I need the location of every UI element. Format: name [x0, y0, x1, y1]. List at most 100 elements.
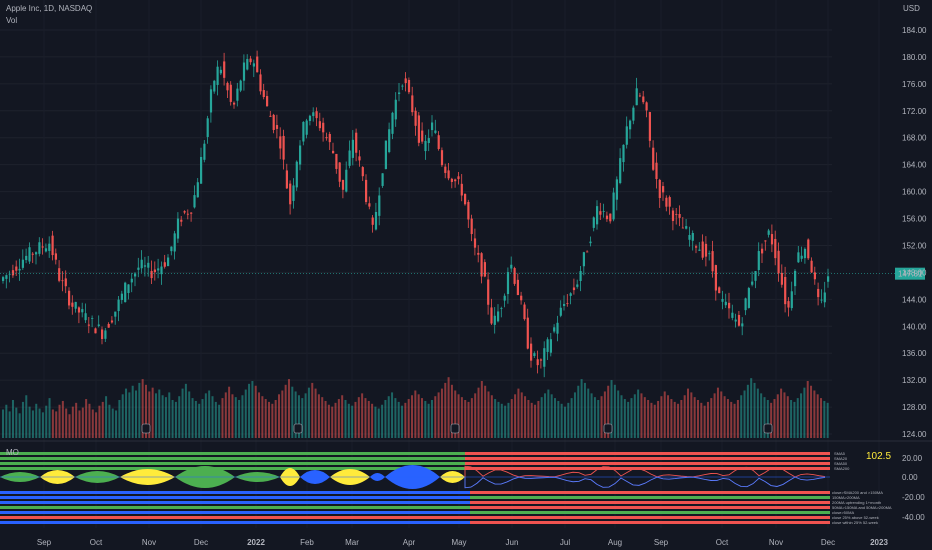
candle-body	[196, 182, 199, 198]
volume-bar	[344, 400, 347, 438]
volume-bar	[135, 390, 138, 438]
ma-row-label-0: SMA5	[834, 451, 846, 456]
candle-body	[140, 259, 143, 269]
volume-bar	[274, 400, 277, 438]
volume-bar	[208, 390, 211, 438]
volume-bar	[713, 393, 716, 438]
candle-body	[516, 279, 519, 296]
condition-row-right	[470, 496, 830, 499]
candle-body	[539, 359, 543, 361]
volume-bar	[48, 398, 51, 438]
condition-row-left	[0, 491, 470, 494]
candle-body	[107, 323, 110, 328]
indicator-tick-0: 20.00	[902, 454, 923, 463]
volume-bar	[763, 397, 766, 438]
volume-bar	[327, 404, 330, 438]
indicator-legend[interactable]: MO	[6, 448, 19, 457]
volume-bar	[480, 381, 483, 438]
volume-bar	[61, 400, 64, 438]
condition-row-left	[0, 501, 470, 504]
volume-bar	[687, 388, 690, 438]
volume-bar	[460, 397, 463, 438]
volume-bar	[690, 392, 693, 438]
candle-body	[566, 303, 569, 304]
volume-bar	[331, 406, 334, 438]
volume-bar	[301, 398, 304, 438]
candle-body	[355, 132, 358, 153]
condition-row-left	[0, 506, 470, 509]
time-axis[interactable]: Sep Oct Nov Dec 2022 Feb Mar Apr May Jun Jul Aug Sep…	[37, 538, 889, 547]
volume-bar	[447, 377, 450, 438]
time-tick-10: Jul	[560, 538, 570, 547]
volume-bar	[111, 408, 114, 438]
volume-bar	[786, 396, 789, 438]
candle-body	[180, 219, 183, 222]
candle-body	[147, 262, 150, 268]
volume-bar	[164, 397, 167, 438]
volume-bar	[194, 400, 197, 438]
volume-bar	[311, 382, 314, 438]
candle-body	[513, 268, 516, 284]
volume-bar	[397, 401, 400, 438]
volume-bar	[683, 395, 686, 438]
candle-body	[645, 102, 648, 111]
candle-body	[322, 122, 325, 133]
price-tick-13: 132.00	[902, 376, 927, 385]
volume-bar	[667, 395, 670, 438]
candle-body	[695, 246, 698, 248]
time-tick-4: 2022	[247, 538, 265, 547]
candle-body	[130, 278, 133, 283]
volume-bar	[234, 397, 237, 438]
candle-body	[77, 307, 81, 313]
volume-bar	[337, 399, 340, 438]
candle-body	[602, 211, 605, 212]
price-tick-11: 140.00	[902, 322, 927, 331]
candle-body	[671, 210, 675, 221]
volume-bar	[693, 397, 696, 438]
candle-body	[493, 315, 496, 325]
volume-bar	[28, 406, 31, 438]
volume-bar	[284, 384, 287, 438]
condition-label-0: close>SMA200 and >150MA	[832, 490, 883, 495]
volume-bar	[341, 395, 344, 438]
volume-bar	[281, 390, 284, 438]
candle-body	[401, 85, 404, 87]
volume-bar	[527, 400, 530, 438]
volume-bar	[105, 396, 108, 438]
candle-body	[173, 233, 176, 252]
volume-bar	[15, 407, 18, 438]
candle-body	[71, 302, 74, 307]
candle-body	[371, 217, 374, 225]
price-tick-3: 172.00	[902, 107, 927, 116]
volume-bar	[500, 403, 503, 438]
volume-bar	[457, 394, 460, 438]
candle-body	[780, 272, 783, 285]
candle-body	[312, 112, 315, 117]
candle-body	[424, 140, 427, 152]
candle-body	[615, 179, 618, 200]
candle-body	[761, 248, 764, 254]
time-tick-9: Jun	[506, 538, 519, 547]
candle-body	[731, 312, 734, 318]
volume-legend[interactable]: Vol	[6, 16, 18, 25]
candle-body	[114, 311, 117, 317]
candle-body	[803, 248, 807, 259]
symbol-legend[interactable]: Apple Inc, 1D, NASDAQ	[6, 4, 93, 13]
volume-bar	[547, 389, 550, 438]
volume-bar	[178, 396, 181, 438]
volume-bar	[191, 398, 194, 438]
volume-bar	[590, 393, 593, 438]
price-tick-1: 180.00	[902, 53, 927, 62]
candle-body	[747, 288, 750, 308]
candle-body	[652, 147, 655, 170]
candle-body	[134, 273, 137, 277]
candle-body	[470, 218, 473, 235]
volume-bar	[381, 404, 384, 438]
volume-bar	[8, 411, 11, 438]
volume-bar	[411, 395, 414, 438]
candle-body	[394, 99, 397, 120]
candle-body	[381, 173, 384, 186]
price-axis[interactable]: 184.00 180.00 176.00 172.00 168.00 164.00 160.…	[902, 26, 927, 439]
candle-body	[91, 318, 94, 319]
